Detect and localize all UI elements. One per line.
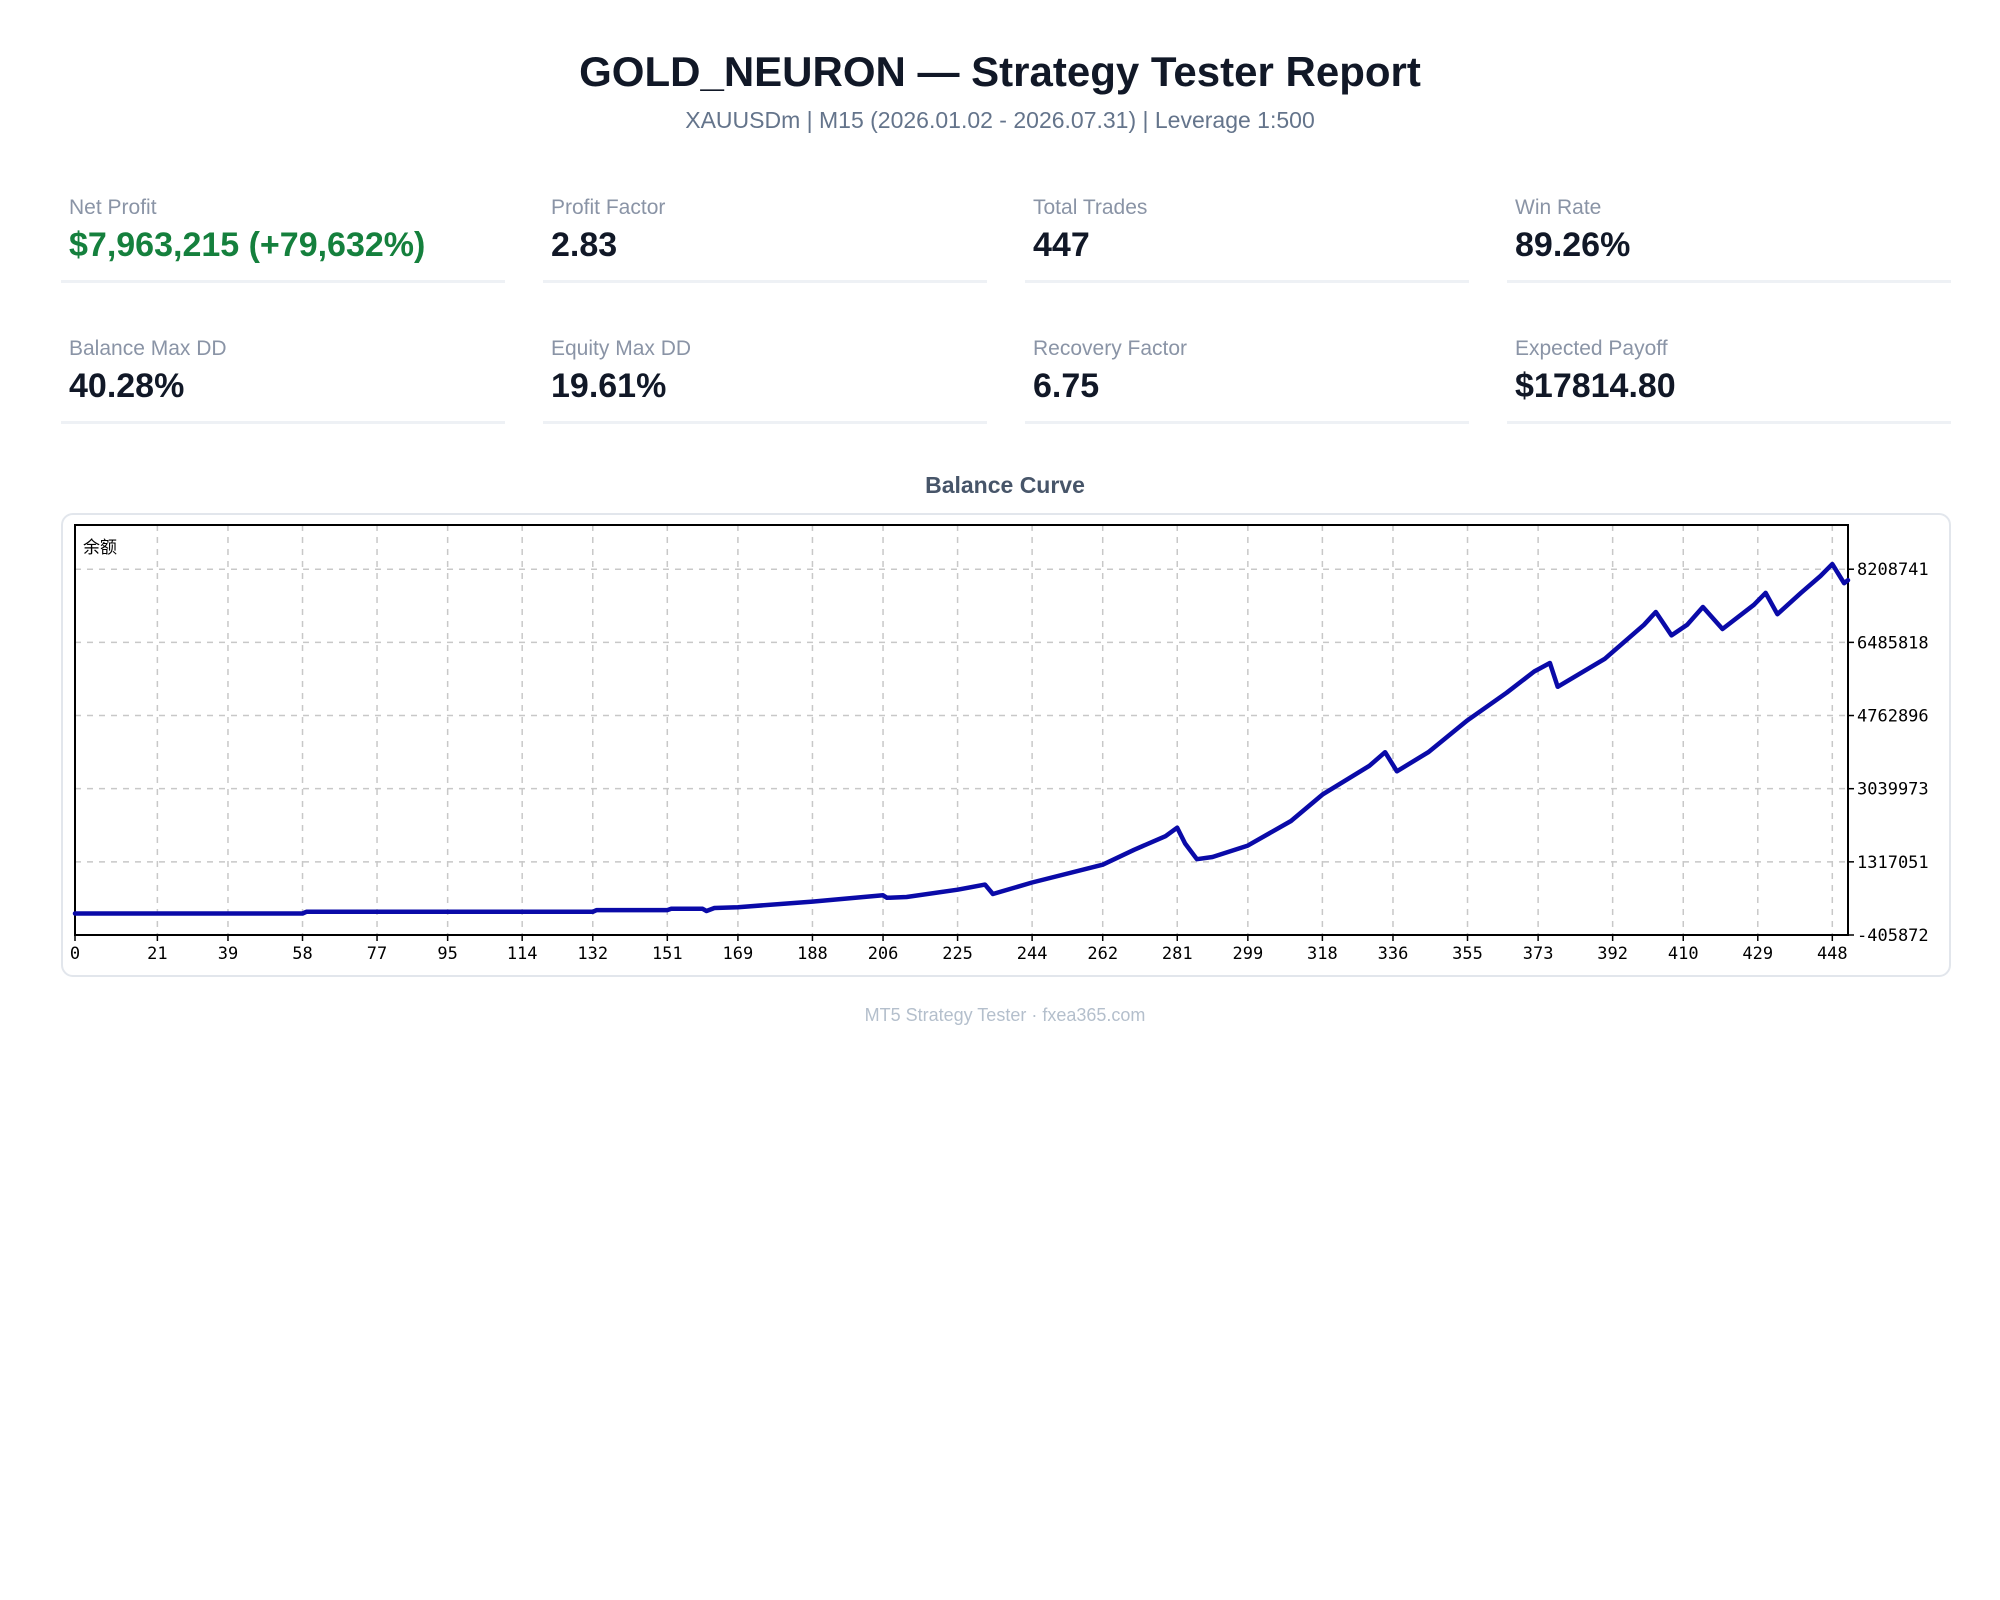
stat-card-balance-max-dd: Balance Max DD 40.28% bbox=[61, 329, 505, 424]
stat-value: 19.61% bbox=[551, 367, 667, 405]
x-tick-label: 336 bbox=[1378, 944, 1409, 964]
x-tick-label: 373 bbox=[1523, 944, 1554, 964]
stat-card-net-profit: Net Profit $7,963,215 (+79,632%) bbox=[61, 188, 505, 283]
y-tick-label: 8208741 bbox=[1857, 560, 1929, 580]
stat-label: Equity Max DD bbox=[551, 337, 692, 360]
x-tick-label: 58 bbox=[292, 944, 312, 964]
x-tick-label: 281 bbox=[1162, 944, 1193, 964]
stat-label: Total Trades bbox=[1033, 196, 1148, 219]
x-tick-label: 39 bbox=[218, 944, 238, 964]
stat-value: $7,963,215 (+79,632%) bbox=[69, 226, 426, 264]
stat-value: 447 bbox=[1033, 226, 1090, 264]
x-tick-label: 392 bbox=[1597, 944, 1628, 964]
balance-series-line bbox=[72, 561, 1851, 916]
legend-label: 余额 bbox=[83, 538, 117, 558]
stat-value: 6.75 bbox=[1033, 367, 1100, 405]
stat-value: 2.83 bbox=[551, 226, 618, 264]
x-tick-label: 114 bbox=[507, 944, 538, 964]
y-tick-label: -405872 bbox=[1857, 926, 1929, 946]
chart-title: Balance Curve bbox=[925, 472, 1085, 498]
stat-card-total-trades: Total Trades 447 bbox=[1025, 188, 1469, 283]
stat-card-recovery-factor: Recovery Factor 6.75 bbox=[1025, 329, 1469, 424]
x-tick-label: 429 bbox=[1742, 944, 1773, 964]
x-tick-label: 188 bbox=[797, 944, 828, 964]
grid bbox=[75, 525, 1848, 935]
stat-value: 89.26% bbox=[1515, 226, 1631, 264]
stat-card-equity-max-dd: Equity Max DD 19.61% bbox=[543, 329, 987, 424]
balance-chart: 余额 0 21 39 58 77 95 114 132 151 169 188 206 225 244 26… bbox=[70, 524, 1929, 964]
axis-ticks: 0 21 39 58 77 95 114 132 151 169 188 206 225 244 262 28… bbox=[70, 560, 1929, 964]
x-tick-label: 448 bbox=[1817, 944, 1848, 964]
x-tick-label: 355 bbox=[1452, 944, 1483, 964]
report-subtitle: XAUUSDm | M15 (2026.01.02 - 2026.07.31) … bbox=[685, 107, 1315, 133]
stat-card-expected-payoff: Expected Payoff $17814.80 bbox=[1507, 329, 1951, 424]
plot-area-border bbox=[74, 524, 1849, 936]
x-tick-label: 21 bbox=[147, 944, 167, 964]
footer-credit: MT5 Strategy Tester · fxea365.com bbox=[864, 1005, 1146, 1025]
x-tick-label: 244 bbox=[1017, 944, 1048, 964]
x-tick-label: 225 bbox=[942, 944, 973, 964]
stat-card-profit-factor: Profit Factor 2.83 bbox=[543, 188, 987, 283]
y-tick-label: 4762896 bbox=[1857, 707, 1929, 727]
report-title: GOLD_NEURON — Strategy Tester Report bbox=[579, 48, 1421, 95]
y-tick-label: 1317051 bbox=[1857, 853, 1929, 873]
stat-card-win-rate: Win Rate 89.26% bbox=[1507, 188, 1951, 283]
stat-label: Recovery Factor bbox=[1033, 337, 1188, 360]
x-tick-label: 132 bbox=[577, 944, 608, 964]
series-layer bbox=[72, 561, 1851, 916]
x-tick-label: 169 bbox=[723, 944, 754, 964]
x-tick-label: 0 bbox=[70, 944, 80, 964]
stat-label: Net Profit bbox=[69, 196, 157, 219]
x-tick-label: 95 bbox=[437, 944, 457, 964]
stat-label: Win Rate bbox=[1515, 196, 1602, 219]
x-tick-label: 151 bbox=[652, 944, 683, 964]
x-tick-label: 318 bbox=[1307, 944, 1338, 964]
chart-frame: 余额 0 21 39 58 77 95 114 132 151 169 188 206 225 244 26… bbox=[61, 513, 1951, 977]
stat-value: $17814.80 bbox=[1515, 367, 1676, 405]
stat-label: Profit Factor bbox=[551, 196, 666, 219]
x-tick-label: 262 bbox=[1087, 944, 1118, 964]
x-tick-label: 206 bbox=[868, 944, 899, 964]
stat-label: Balance Max DD bbox=[69, 337, 227, 360]
x-tick-label: 410 bbox=[1668, 944, 1699, 964]
x-tick-label: 77 bbox=[367, 944, 387, 964]
stat-value: 40.28% bbox=[69, 367, 185, 405]
x-tick-label: 299 bbox=[1232, 944, 1263, 964]
stat-label: Expected Payoff bbox=[1515, 337, 1668, 360]
y-tick-label: 6485818 bbox=[1857, 633, 1929, 653]
y-tick-label: 3039973 bbox=[1857, 780, 1929, 800]
